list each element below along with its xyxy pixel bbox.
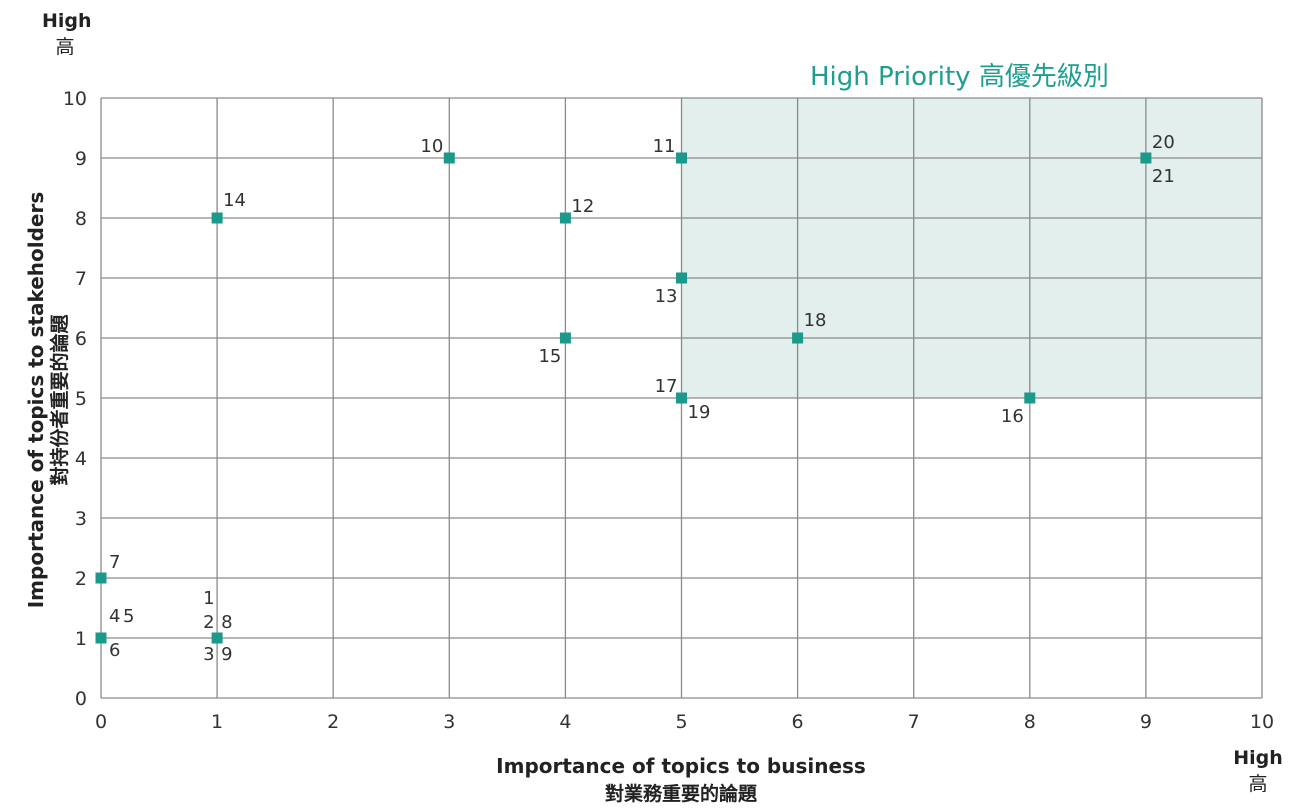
y-tick-label: 7 [75,268,87,290]
point-label: 19 [688,402,711,423]
point-label: 3 [203,644,214,665]
x-axis-high-en: High [1233,747,1283,769]
x-axis-high-zh: 高 [1248,773,1268,795]
x-axis-title-zh: 對業務重要的論題 [604,783,758,805]
y-tick-label: 2 [75,568,87,590]
x-tick-label: 4 [559,711,571,733]
point-label: 8 [221,612,232,633]
y-axis-high-zh: 高 [55,36,75,58]
point-label: 11 [653,136,676,157]
x-axis-title: Importance of topics to business 對業務重要的論… [496,752,866,808]
data-point [443,152,455,164]
data-point [676,272,687,284]
data-point [211,212,223,224]
x-tick-label: 8 [1024,711,1036,733]
data-point [676,392,687,404]
point-label: 21 [1152,166,1175,187]
x-tick-label: 1 [211,711,223,733]
point-label: 15 [538,346,561,367]
data-point [95,632,107,644]
y-tick-label: 8 [75,208,87,230]
x-tick-label: 5 [675,711,687,733]
y-tick-label: 5 [75,388,87,410]
x-axis-title-en: Importance of topics to business [496,754,866,778]
y-tick-label: 4 [75,448,87,470]
data-point [1024,392,1036,404]
y-tick-label: 1 [75,628,87,650]
data-point [792,332,804,344]
y-tick-label: 0 [75,688,87,710]
high-priority-region [681,98,1262,398]
point-label: 4 [109,606,120,627]
high-priority-label: High Priority 高優先級別 [810,62,1109,92]
x-tick-label: 9 [1140,711,1152,733]
point-label: 6 [109,640,120,661]
point-label: 10 [420,136,443,157]
point-label: 7 [109,552,120,573]
y-tick-label: 10 [63,88,87,110]
y-tick-label: 3 [75,508,87,530]
y-tick-label: 9 [75,148,87,170]
y-axis-high-en: High [42,10,92,32]
x-tick-label: 2 [327,711,339,733]
point-label: 13 [655,286,678,307]
x-tick-label: 0 [95,711,107,733]
point-label: 20 [1152,132,1175,153]
point-label: 17 [655,376,678,397]
data-point [1140,152,1152,164]
x-tick-label: 6 [792,711,804,733]
data-point [559,212,571,224]
point-label: 18 [804,310,827,331]
point-label: 5 [123,606,134,627]
point-label: 1 [203,588,214,609]
point-label: 9 [221,644,232,665]
point-label: 2 [203,612,214,633]
point-label: 16 [1001,406,1024,427]
y-axis-high-label: High 高 [42,10,92,59]
data-point [676,152,687,164]
x-tick-label: 10 [1250,711,1274,733]
point-label: 14 [223,190,246,211]
data-point [211,632,223,644]
x-tick-label: 7 [908,711,920,733]
x-tick-label: 3 [443,711,455,733]
data-point [95,572,107,584]
y-tick-label: 6 [75,328,87,350]
point-label: 12 [571,196,594,217]
x-axis-high-label: High 高 [1228,747,1288,796]
data-point [559,332,571,344]
